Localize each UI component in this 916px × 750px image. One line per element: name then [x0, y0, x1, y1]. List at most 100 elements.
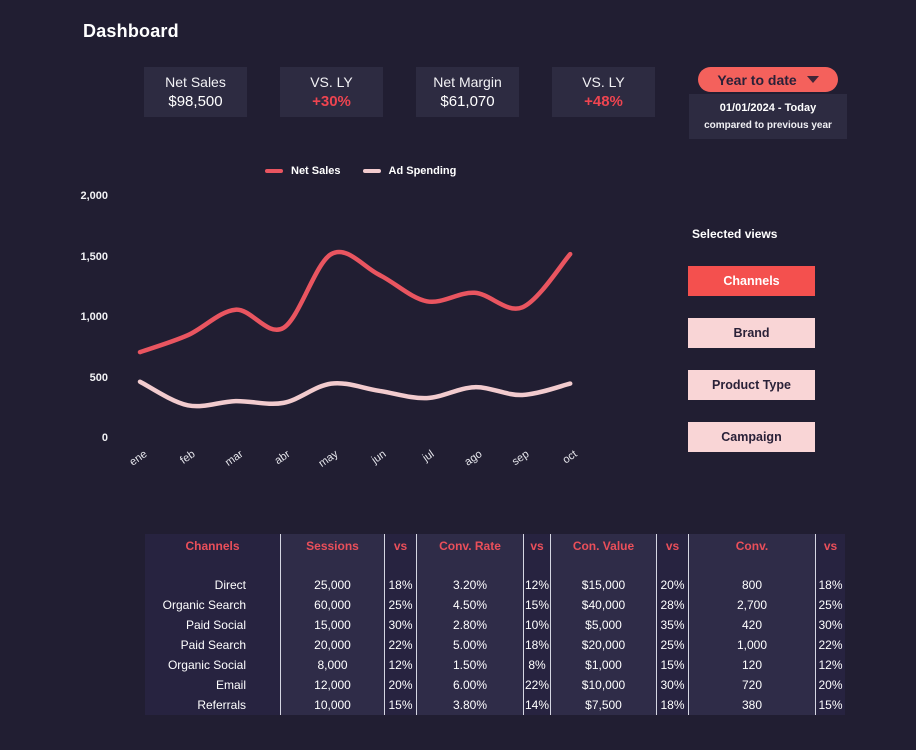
table-row-label[interactable]: Paid Social [145, 615, 280, 635]
table-header-cell[interactable]: Conv. [688, 534, 815, 558]
table-cell[interactable]: 18% [523, 635, 550, 655]
table-cell[interactable]: 2.80% [416, 615, 523, 635]
date-range-info-card: 01/01/2024 - Today compared to previous … [689, 94, 847, 139]
table-cell[interactable]: 12% [523, 575, 550, 595]
table-cell[interactable]: 20% [815, 675, 845, 695]
x-axis-label: abr [272, 448, 293, 468]
table-cell[interactable]: 18% [815, 575, 845, 595]
line-chart[interactable] [110, 190, 600, 448]
x-axis-label: jun [369, 448, 389, 467]
table-row-label[interactable]: Organic Search [145, 595, 280, 615]
table-cell[interactable]: 1,000 [688, 635, 815, 655]
table-cell[interactable]: 5.00% [416, 635, 523, 655]
table-cell[interactable]: 10% [523, 615, 550, 635]
table-header-cell[interactable]: vs [384, 534, 416, 558]
table-cell[interactable]: 25% [815, 595, 845, 615]
table-cell[interactable]: 15% [656, 655, 688, 675]
table-cell[interactable]: 35% [656, 615, 688, 635]
table-cell[interactable]: $10,000 [550, 675, 656, 695]
table-cell[interactable]: 8% [523, 655, 550, 675]
table-spacer [280, 558, 384, 575]
date-range-dropdown[interactable]: Year to date [698, 67, 838, 92]
table-cell[interactable]: 14% [523, 695, 550, 715]
table-cell[interactable]: 25,000 [280, 575, 384, 595]
table-cell[interactable]: 25% [384, 595, 416, 615]
table-header-cell[interactable]: vs [815, 534, 845, 558]
y-axis-label: 1,000 [80, 311, 108, 323]
kpi-value: +48% [584, 93, 623, 110]
table-cell[interactable]: $1,000 [550, 655, 656, 675]
table-cell[interactable]: 2,700 [688, 595, 815, 615]
table-cell[interactable]: 120 [688, 655, 815, 675]
table-cell[interactable]: 380 [688, 695, 815, 715]
table-cell[interactable]: 18% [656, 695, 688, 715]
table-row-label[interactable]: Paid Search [145, 635, 280, 655]
kpi-value: +30% [312, 93, 351, 110]
date-range-text: 01/01/2024 - Today [719, 102, 817, 114]
table-cell[interactable]: $7,500 [550, 695, 656, 715]
table-row-label[interactable]: Direct [145, 575, 280, 595]
table-cell[interactable]: 12,000 [280, 675, 384, 695]
table-cell[interactable]: $40,000 [550, 595, 656, 615]
chart-line-ad-spending[interactable] [137, 379, 573, 409]
table-cell[interactable]: 22% [384, 635, 416, 655]
table-cell[interactable]: 4.50% [416, 595, 523, 615]
table-header-cell[interactable]: vs [656, 534, 688, 558]
table-header-cell[interactable]: Sessions [280, 534, 384, 558]
view-button-product-type[interactable]: Product Type [688, 370, 815, 400]
table-header-cell[interactable]: Conv. Rate [416, 534, 523, 558]
legend-swatch-icon [265, 169, 283, 173]
table-header-cell[interactable]: vs [523, 534, 550, 558]
table-cell[interactable]: 3.80% [416, 695, 523, 715]
chart-line-net-sales[interactable] [137, 249, 573, 355]
table-header-cell[interactable]: Con. Value [550, 534, 656, 558]
table-cell[interactable]: $5,000 [550, 615, 656, 635]
table-cell[interactable]: 30% [815, 615, 845, 635]
table-spacer [688, 558, 815, 575]
table-cell[interactable]: 22% [523, 675, 550, 695]
kpi-card-vs-ly-margin: VS. LY +48% [552, 67, 655, 117]
table-cell[interactable]: 25% [656, 635, 688, 655]
x-axis-label: mar [222, 448, 246, 469]
table-cell[interactable]: 18% [384, 575, 416, 595]
table-cell[interactable]: 30% [384, 615, 416, 635]
table-cell[interactable]: 20,000 [280, 635, 384, 655]
table-cell[interactable]: 20% [656, 575, 688, 595]
legend-item-ad-spending[interactable]: Ad Spending [362, 165, 456, 177]
table-cell[interactable]: 28% [656, 595, 688, 615]
table-cell[interactable]: 60,000 [280, 595, 384, 615]
table-cell[interactable]: 15% [815, 695, 845, 715]
table-cell[interactable]: 420 [688, 615, 815, 635]
table-cell[interactable]: 12% [384, 655, 416, 675]
table-cell[interactable]: 15,000 [280, 615, 384, 635]
table-row-label[interactable]: Referrals [145, 695, 280, 715]
table-cell[interactable]: 3.20% [416, 575, 523, 595]
table-cell[interactable]: 22% [815, 635, 845, 655]
legend-item-net-sales[interactable]: Net Sales [265, 165, 341, 177]
x-axis-label: sep [510, 448, 532, 469]
kpi-label: Net Sales [165, 74, 226, 90]
table-cell[interactable]: 8,000 [280, 655, 384, 675]
table-cell[interactable]: $20,000 [550, 635, 656, 655]
table-cell[interactable]: 800 [688, 575, 815, 595]
kpi-card-net-margin: Net Margin $61,070 [416, 67, 519, 117]
table-cell[interactable]: 12% [815, 655, 845, 675]
table-cell[interactable]: 720 [688, 675, 815, 695]
table-cell[interactable]: 1.50% [416, 655, 523, 675]
view-button-brand[interactable]: Brand [688, 318, 815, 348]
table-row-label[interactable]: Email [145, 675, 280, 695]
table-cell[interactable]: 10,000 [280, 695, 384, 715]
table-cell[interactable]: $15,000 [550, 575, 656, 595]
table-spacer [523, 558, 550, 575]
table-cell[interactable]: 15% [384, 695, 416, 715]
table-cell[interactable]: 20% [384, 675, 416, 695]
view-button-channels[interactable]: Channels [688, 266, 815, 296]
kpi-label: VS. LY [310, 74, 353, 90]
table-cell[interactable]: 30% [656, 675, 688, 695]
kpi-value: $98,500 [168, 93, 223, 110]
table-row-label[interactable]: Organic Social [145, 655, 280, 675]
table-cell[interactable]: 6.00% [416, 675, 523, 695]
table-cell[interactable]: 15% [523, 595, 550, 615]
table-header-cell[interactable]: Channels [145, 534, 280, 558]
view-button-campaign[interactable]: Campaign [688, 422, 815, 452]
